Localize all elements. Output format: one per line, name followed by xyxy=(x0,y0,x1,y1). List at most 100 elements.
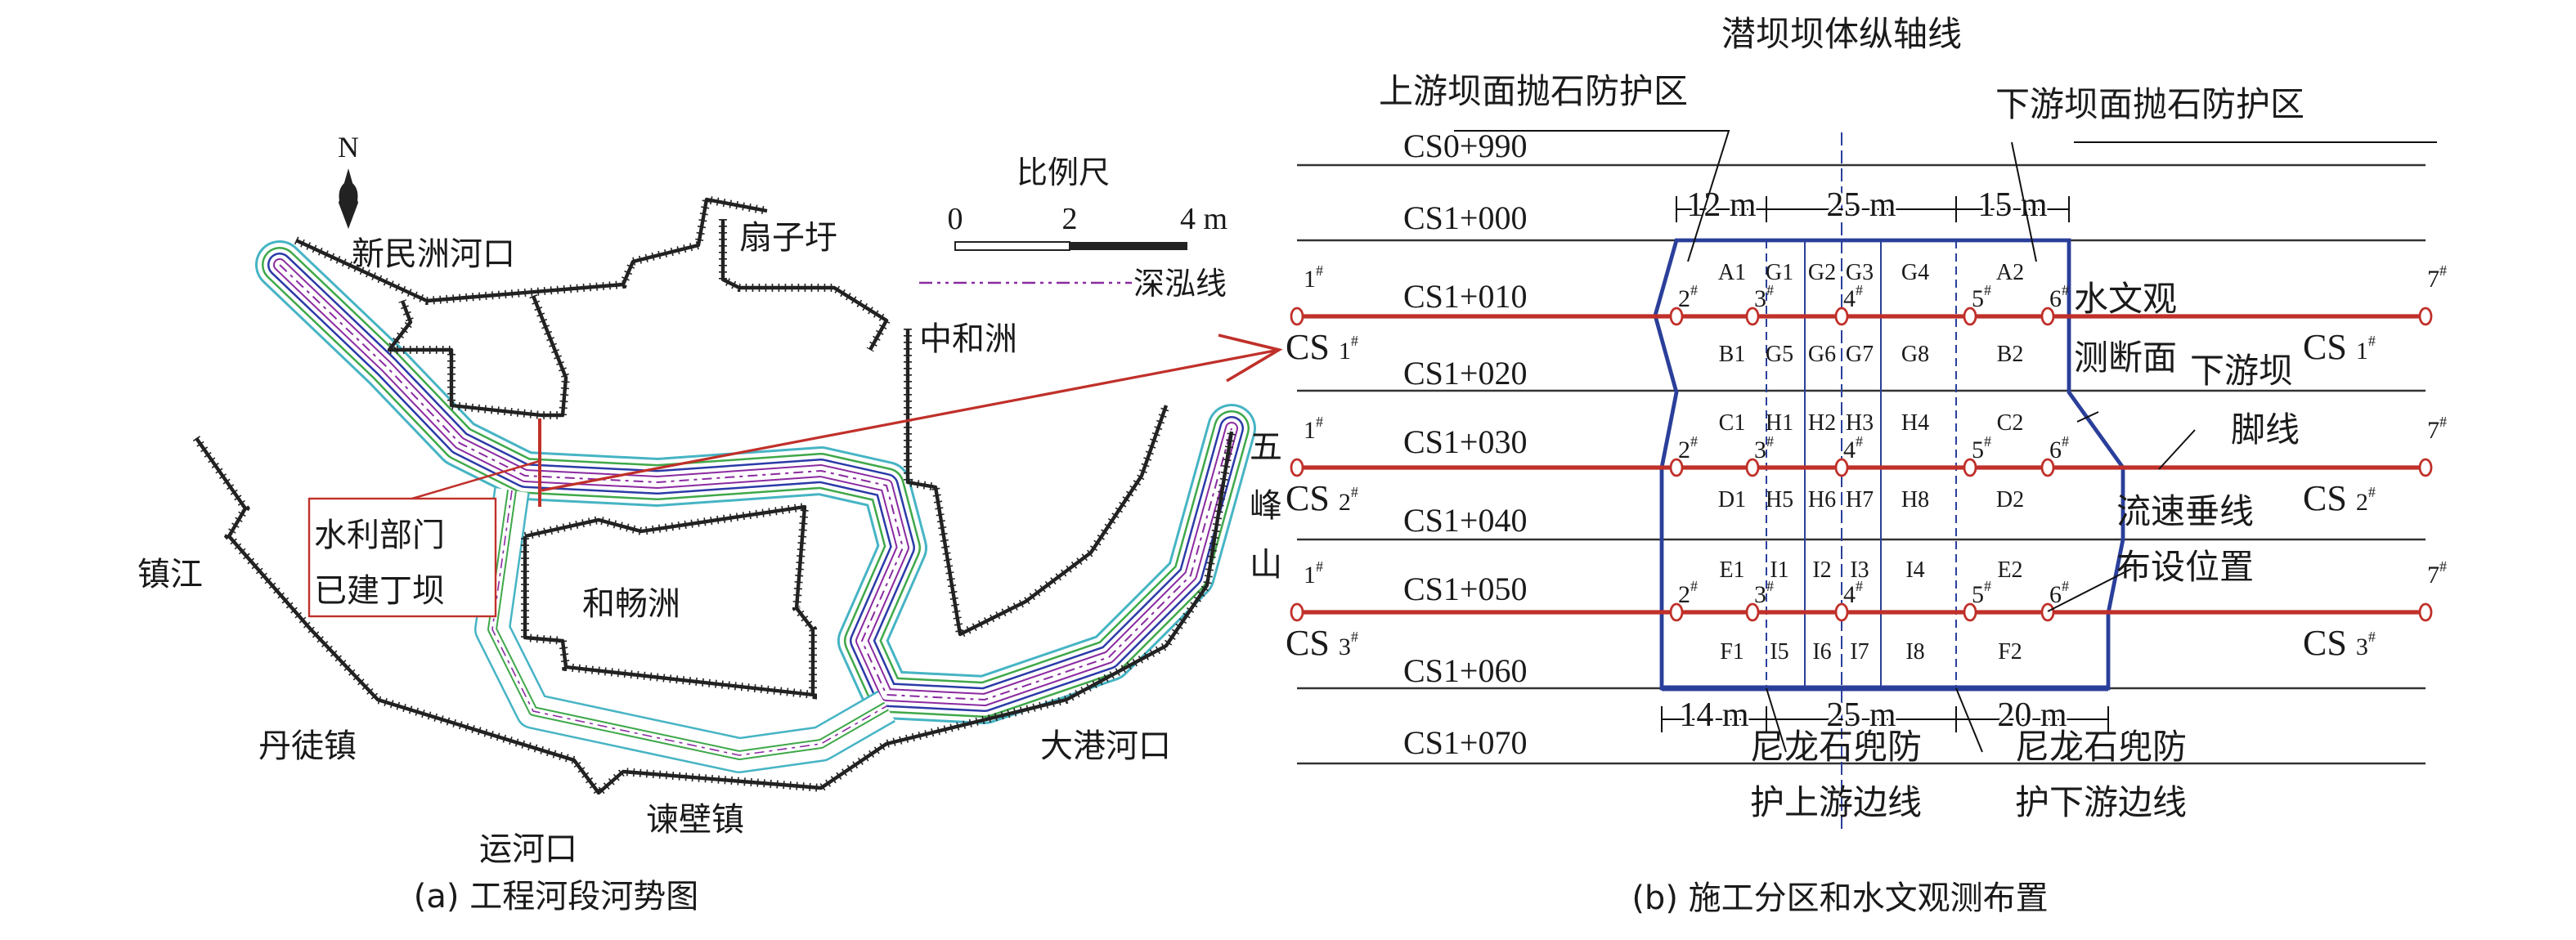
zone-cell-I1: I1 xyxy=(1770,557,1788,583)
measure-point xyxy=(2040,458,2055,477)
panel-b-layout: CS0+990 CS1+000 CS1+010 CS1+020 CS1+030 CS1+0… xyxy=(1286,14,2447,917)
callout-line-1: 水利部门 xyxy=(314,517,445,554)
measure-point xyxy=(1834,458,1849,477)
section-label-left: CS 1# xyxy=(1286,327,1358,367)
zone-cells: A1 G1 G2 G3 G4 A2 B1 G5 G6 G7 G8 B2 C1 H1 H2 H3 H4 C2 D1 H5… xyxy=(1718,260,2024,665)
zone-cell-G1: G1 xyxy=(1766,260,1793,285)
point-number: 2 xyxy=(1678,581,1690,608)
dam-outline xyxy=(1653,238,2125,691)
point-number: 4 xyxy=(1843,436,1856,463)
point-number: 3 xyxy=(1754,285,1766,312)
zone-cell-I2: I2 xyxy=(1812,557,1831,583)
bank-lines xyxy=(192,195,1236,799)
section-number: 2 xyxy=(1339,489,1351,516)
measure-point xyxy=(1290,307,1304,326)
bank-hatch-3 xyxy=(904,329,1170,641)
label-hechangzhou: 和畅洲 xyxy=(582,585,680,623)
section-mark: # xyxy=(2368,484,2376,500)
scale-title: 比例尺 xyxy=(1016,154,1110,190)
scale-tick-0: 0 xyxy=(948,202,963,236)
point-label: 4# xyxy=(1843,578,1863,608)
bank-line-2 xyxy=(720,219,889,351)
point-label: 6# xyxy=(2049,433,2069,463)
zone-cell-G8: G8 xyxy=(1901,342,1929,367)
point-mark: # xyxy=(1316,414,1323,430)
station-labels: CS0+990 CS1+000 CS1+010 CS1+020 CS1+030 CS1+0… xyxy=(1403,128,1527,761)
point-mark: # xyxy=(1984,578,1991,594)
point-mark: # xyxy=(1690,433,1698,450)
panel-a-river-map: N 比例尺 0 2 4 m 深泓线 新民洲河口 扇子圩 中和洲 五 峰 山 镇江… xyxy=(137,131,1283,915)
point-number: 3 xyxy=(1754,436,1766,463)
thalweg-line xyxy=(279,264,1232,701)
groyne-callout: 水利部门 已建丁坝 xyxy=(307,419,541,618)
point-mark: # xyxy=(2062,433,2069,450)
note-nylon-up-2: 护上游边线 xyxy=(1750,782,1922,822)
zone-cell-B1: B1 xyxy=(1719,342,1746,367)
point-label: 7# xyxy=(2427,262,2447,293)
section-number: 2 xyxy=(2356,489,2368,516)
measure-point xyxy=(1745,458,1760,477)
label-shanziwei: 扇子圩 xyxy=(739,219,837,257)
zone-cell-G7: G7 xyxy=(1846,342,1874,367)
label-wufengshan-1: 五 xyxy=(1250,428,1282,466)
section-mark: # xyxy=(1351,629,1358,645)
station-label: CS1+050 xyxy=(1403,571,1527,607)
label-yunhekou: 运河口 xyxy=(479,830,577,868)
note-hydro-2: 测断面 xyxy=(2074,338,2177,378)
section-label-right: CS 2# xyxy=(2303,478,2376,518)
zone-cell-D1: D1 xyxy=(1718,487,1746,513)
bank-hatch-5 xyxy=(521,502,817,700)
point-mark: # xyxy=(2062,578,2069,594)
river-band-5 xyxy=(269,254,1242,710)
point-mark: # xyxy=(1984,433,1991,450)
zone-cell-F1: F1 xyxy=(1720,639,1744,665)
legend-thalweg: 深泓线 xyxy=(1133,266,1227,302)
zone-cell-C2: C2 xyxy=(1997,410,2024,436)
zone-cell-H7: H7 xyxy=(1846,487,1874,513)
section-mark: # xyxy=(1351,333,1358,349)
point-label: 3# xyxy=(1754,433,1774,463)
zone-cell-C1: C1 xyxy=(1719,410,1746,436)
point-label: 5# xyxy=(1972,282,1991,312)
zone-cell-G2: G2 xyxy=(1808,260,1836,285)
point-mark: # xyxy=(2439,262,2447,279)
caption-a: (a) 工程河段河势图 xyxy=(414,878,698,915)
point-label: 1# xyxy=(1304,262,1323,293)
station-label: CS1+030 xyxy=(1403,423,1527,460)
section-label-left: CS 2# xyxy=(1286,478,1358,518)
zone-cell-F2: F2 xyxy=(1998,639,2022,665)
measure-point xyxy=(1669,602,1684,622)
point-number: 3 xyxy=(1754,581,1766,608)
point-mark: # xyxy=(1766,282,1774,298)
zone-cell-I8: I8 xyxy=(1905,639,1924,665)
section-name: CS xyxy=(2303,623,2356,663)
station-label: CS1+000 xyxy=(1403,199,1527,236)
point-mark: # xyxy=(1766,578,1774,594)
point-mark: # xyxy=(1690,282,1698,298)
point-label: 5# xyxy=(1972,433,1991,463)
measure-point xyxy=(1963,458,1977,477)
section-name: CS xyxy=(1286,327,1339,367)
dimension-label: 12 m xyxy=(1686,186,1757,224)
note-velocity-1: 流速垂线 xyxy=(2116,491,2254,531)
point-number: 1 xyxy=(1304,562,1316,589)
point-number: 5 xyxy=(1972,581,1984,608)
zone-cell-I5: I5 xyxy=(1770,639,1788,665)
zone-cell-G3: G3 xyxy=(1846,260,1874,285)
measure-point xyxy=(1963,307,1977,326)
note-toe-2: 脚线 xyxy=(2231,410,2300,450)
section-name: CS xyxy=(2303,327,2356,367)
zone-cell-B2: B2 xyxy=(1997,342,2024,367)
label-jianbi: 谏壁镇 xyxy=(646,801,744,839)
label-zhonghezhou: 中和洲 xyxy=(919,320,1017,358)
section-mark: # xyxy=(2368,333,2376,349)
section-name: CS xyxy=(1286,478,1339,518)
point-number: 5 xyxy=(1972,285,1984,312)
point-mark: # xyxy=(1856,433,1863,450)
label-zhenjiang: 镇江 xyxy=(137,556,203,593)
hydro-sections: 1#2# 3# 4# 5# 6# 7#CS 1# CS 1#1#2# 3# 4# 5# 6# 7#CS… xyxy=(1286,262,2447,663)
point-mark: # xyxy=(1856,282,1863,298)
dimension-label: 14 m xyxy=(1679,696,1749,734)
point-label: 2# xyxy=(1678,433,1698,463)
measure-point xyxy=(2418,307,2433,326)
